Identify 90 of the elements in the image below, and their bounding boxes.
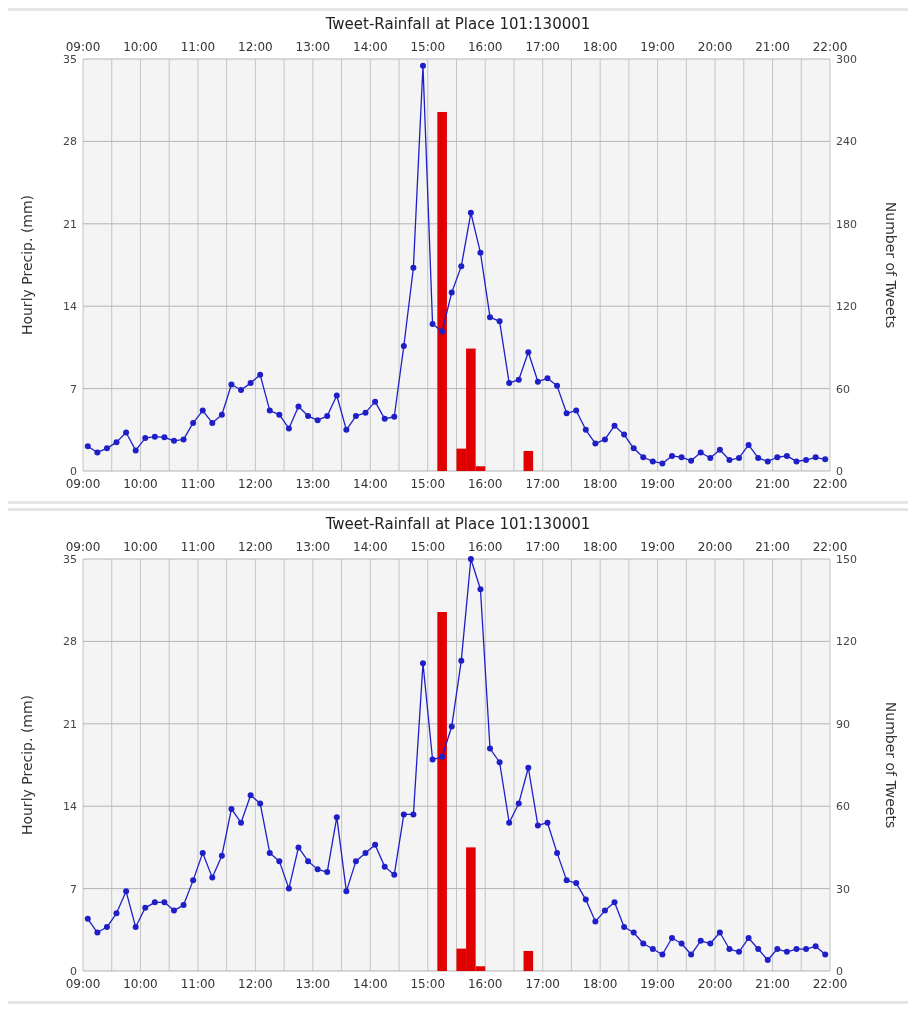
chart-title: Tweet-Rainfall at Place 101:130001 (324, 515, 591, 533)
x2-tick-label: 10:00 (123, 977, 158, 991)
y-axis-title: Hourly Precip. (mm) (19, 694, 35, 836)
bar (523, 450, 534, 471)
x-tick-label: 13:00 (295, 540, 331, 554)
y2-tick-label: 120 (836, 635, 857, 649)
y-tick-label: 35 (63, 553, 77, 566)
x-tick-label: 12:00 (238, 40, 273, 54)
bar (523, 950, 534, 971)
y-tick-label: 7 (70, 882, 77, 896)
x-tick-label: 14:00 (353, 40, 388, 54)
y2-tick-label: 30 (836, 882, 850, 896)
x-tick-label: 15:00 (410, 40, 446, 54)
x2-tick-label: 17:00 (525, 477, 560, 491)
x2-tick-label: 18:00 (582, 477, 618, 491)
y-tick-label: 7 (70, 382, 77, 396)
bar (437, 611, 447, 971)
x2-tick-label: 17:00 (525, 977, 560, 991)
y-tick-label: 28 (63, 635, 77, 649)
y-tick-label: 28 (63, 135, 77, 149)
x2-tick-label: 15:00 (410, 477, 446, 491)
y2-tick-label: 180 (836, 217, 857, 231)
x-tick-label: 14:00 (353, 540, 388, 554)
x2-tick-label: 20:00 (697, 477, 733, 491)
x-tick-label: 17:00 (525, 540, 560, 554)
x-tick-label: 16:00 (467, 540, 503, 554)
x-tick-label: 15:00 (410, 540, 446, 554)
y2-tick-label: 120 (836, 300, 857, 314)
x-tick-label: 10:00 (123, 40, 158, 54)
y2-tick-label: 240 (836, 135, 857, 149)
x-tick-label: 16:00 (467, 40, 503, 54)
x2-tick-label: 20:00 (697, 977, 733, 991)
y2-tick-label: 150 (836, 553, 857, 566)
x2-tick-label: 13:00 (295, 977, 331, 991)
x2-tick-label: 16:00 (467, 477, 503, 491)
x2-tick-label: 12:00 (238, 977, 273, 991)
x2-tick-label: 21:00 (755, 477, 790, 491)
x-tick-label: 21:00 (755, 40, 790, 54)
x-tick-label: 22:00 (812, 40, 848, 54)
x-tick-label: 19:00 (640, 540, 675, 554)
x-tick-label: 17:00 (525, 40, 560, 54)
y2-tick-label: 60 (836, 800, 850, 814)
x2-tick-label: 18:00 (582, 977, 618, 991)
x-tick-label: 10:00 (123, 540, 158, 554)
x-tick-label: 19:00 (640, 40, 675, 54)
x-tick-label: 20:00 (697, 40, 733, 54)
x2-tick-label: 11:00 (180, 477, 216, 491)
x2-tick-label: 13:00 (295, 477, 331, 491)
x2-tick-label: 09:00 (65, 977, 101, 991)
y-tick-label: 14 (63, 300, 77, 314)
y-tick-label: 21 (63, 717, 77, 731)
x2-tick-label: 22:00 (812, 477, 848, 491)
y2-tick-label: 60 (836, 382, 850, 396)
y-tick-label: 21 (63, 217, 77, 231)
y-tick-label: 0 (70, 465, 77, 478)
y2-tick-label: 300 (836, 53, 857, 66)
y-tick-label: 0 (70, 965, 77, 978)
x-tick-label: 22:00 (812, 540, 848, 554)
x2-tick-label: 19:00 (640, 977, 675, 991)
x2-tick-label: 10:00 (123, 477, 158, 491)
x-tick-label: 12:00 (238, 540, 273, 554)
x2-tick-label: 12:00 (238, 477, 273, 491)
y-axis-title: Hourly Precip. (mm) (19, 194, 35, 336)
x-tick-label: 20:00 (697, 540, 733, 554)
x2-tick-label: 21:00 (755, 977, 790, 991)
x-tick-label: 18:00 (582, 40, 618, 54)
y2-axis-title: Number of Tweets (883, 201, 899, 329)
x-tick-label: 21:00 (755, 540, 790, 554)
x-tick-label: 11:00 (180, 40, 216, 54)
x-tick-label: 09:00 (65, 540, 101, 554)
x2-tick-label: 22:00 (812, 977, 848, 991)
y2-tick-label: 90 (836, 717, 850, 731)
x-tick-label: 18:00 (582, 540, 618, 554)
x2-tick-label: 14:00 (353, 477, 388, 491)
y2-tick-label: 0 (836, 465, 843, 478)
x2-tick-label: 11:00 (180, 977, 216, 991)
y2-axis-title: Number of Tweets (883, 701, 899, 829)
x2-tick-label: 14:00 (353, 977, 388, 991)
y-tick-label: 14 (63, 800, 77, 814)
x-tick-label: 09:00 (65, 40, 101, 54)
y-tick-label: 35 (63, 53, 77, 66)
x2-tick-label: 15:00 (410, 977, 446, 991)
x-tick-label: 13:00 (295, 40, 331, 54)
x2-tick-label: 19:00 (640, 477, 675, 491)
x2-tick-label: 16:00 (467, 977, 503, 991)
x2-tick-label: 09:00 (65, 477, 101, 491)
chart-title: Tweet-Rainfall at Place 101:130001 (324, 15, 591, 33)
bar (437, 111, 447, 471)
y2-tick-label: 0 (836, 965, 843, 978)
x-tick-label: 11:00 (180, 540, 216, 554)
